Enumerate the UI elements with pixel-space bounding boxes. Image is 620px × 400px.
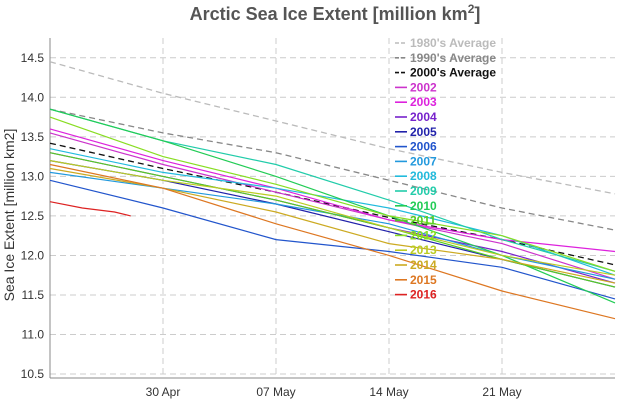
legend-item-2006[interactable]: 2006 [395,140,437,154]
chart-title-main: Arctic Sea Ice Extent [million km [190,4,468,24]
legend-label: 2016 [410,288,437,302]
legend-label: 2012 [410,228,437,242]
legend-item-2016[interactable]: 2016 [395,288,437,302]
series-line-2007 [49,171,616,280]
legend-label: 2009 [410,184,437,198]
legend-item-2015[interactable]: 2015 [395,273,437,287]
legend-label: 2000's Average [410,66,496,80]
series-line-2008 [49,148,616,276]
legend-label: 2004 [410,110,437,124]
chart-title-end: ] [474,4,480,24]
series-line-2006 [49,179,616,300]
y-tick-label: 14.5 [21,51,45,65]
axis-layer: 10.5 11.0 11.5 12.0 12.5 13.0 13.5 14.0 14.5 30 A… [21,38,615,399]
series-line-2014 [49,167,616,284]
legend-item-2002[interactable]: 2002 [395,80,437,94]
legend-label: 2015 [410,273,437,287]
chart-title-sup: 2 [468,2,475,16]
x-tick-label: 30 Apr [146,385,181,399]
legend-item-2011[interactable]: 2011 [395,214,436,228]
y-tick-label: 11.5 [22,288,45,302]
chart-title: Arctic Sea Ice Extent [million km2] [190,2,481,24]
legend-item-2014[interactable]: 2014 [395,258,437,272]
y-tick-label: 13.0 [21,169,45,183]
legend-label: 2006 [410,140,437,154]
legend-label: 1990's Average [410,51,496,65]
legend-item-2003[interactable]: 2003 [395,95,437,109]
x-tick-label: 21 May [482,385,521,399]
y-tick-label: 12.5 [21,209,45,223]
legend-item-2013[interactable]: 2013 [395,243,437,257]
series-line-2016 [49,201,131,217]
y-axis-label: Sea Ice Extent [million km2] [1,129,17,302]
legend-label: 2008 [410,169,437,183]
series-line-2015 [49,163,616,320]
y-tick-label: 11.0 [22,328,45,342]
legend-label: 2011 [410,214,436,228]
legend-item-2000-s-average[interactable]: 2000's Average [395,66,496,80]
series-layer [49,61,616,320]
series-line-1990-s-average [49,108,616,231]
legend-label: 2003 [410,95,437,109]
series-line-2011 [49,152,616,288]
legend-label: 2007 [410,154,437,168]
series-line-2013 [49,160,616,276]
grid-layer [50,38,615,378]
legend-item-2008[interactable]: 2008 [395,169,437,183]
y-tick-label: 12.0 [21,248,45,262]
series-line-1980-s-average [49,61,616,195]
series-line-2012 [49,116,616,272]
series-line-2002 [49,132,616,280]
legend-item-2005[interactable]: 2005 [395,125,437,139]
series-line-2005 [49,160,616,288]
x-tick-label: 14 May [369,385,408,399]
legend-label: 2010 [410,199,437,213]
y-tick-label: 13.5 [21,130,45,144]
legend-item-2010[interactable]: 2010 [395,199,437,213]
legend-label: 2013 [410,243,437,257]
legend-label: 2002 [410,80,437,94]
y-tick-label: 10.5 [21,367,45,381]
legend-item-2004[interactable]: 2004 [395,110,437,124]
legend-item-2009[interactable]: 2009 [395,184,437,198]
legend-label: 2005 [410,125,437,139]
legend-item-2012[interactable]: 2012 [395,228,437,242]
legend-item-1990-s-average[interactable]: 1990's Average [395,51,496,65]
legend-label: 2014 [410,258,437,272]
y-tick-label: 14.0 [21,90,45,104]
legend-item-2007[interactable]: 2007 [395,154,437,168]
legend-item-1980-s-average[interactable]: 1980's Average [395,36,496,50]
legend-label: 1980's Average [410,36,496,50]
x-tick-label: 07 May [256,385,295,399]
series-line-2000-s-average [49,142,616,266]
